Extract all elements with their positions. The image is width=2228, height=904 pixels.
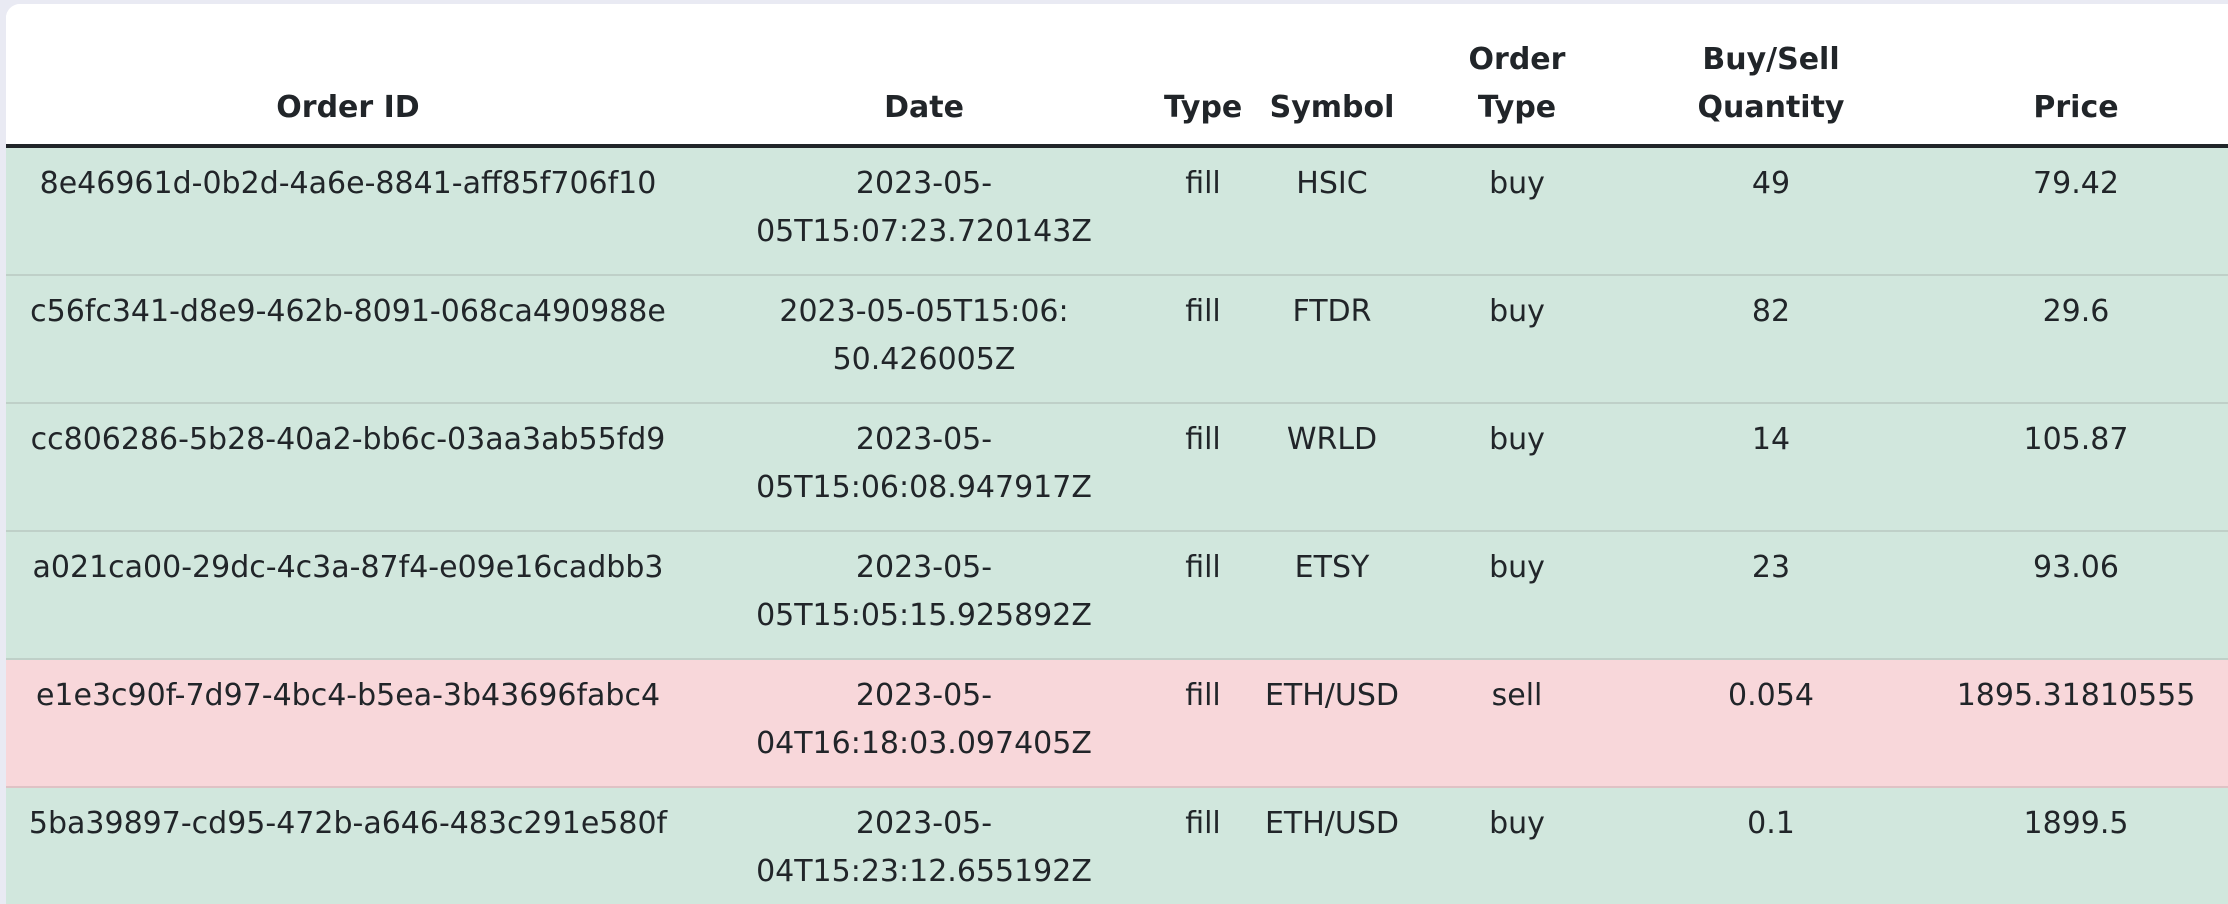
cell-type: fill	[1158, 146, 1248, 276]
cell-order-type: buy	[1416, 146, 1618, 276]
cell-order-id: c56fc341-d8e9-462b-8091-068ca490988e	[6, 275, 690, 404]
table-row[interactable]: c56fc341-d8e9-462b-8091-068ca490988e 202…	[6, 275, 2228, 404]
orders-table-head: Order ID Date Type Symbol Order Type Buy/…	[6, 4, 2228, 148]
cell-symbol: HSIC	[1248, 146, 1416, 276]
header-quantity-line2: Quantity	[1697, 90, 1845, 125]
cell-symbol: ETH/USD	[1248, 659, 1416, 788]
cell-type: fill	[1158, 787, 1248, 904]
cell-symbol: ETSY	[1248, 531, 1416, 660]
cell-order-type: buy	[1416, 275, 1618, 404]
cell-order-type: buy	[1416, 787, 1618, 904]
cell-order-type: sell	[1416, 659, 1618, 788]
cell-order-type: buy	[1416, 403, 1618, 532]
header-date[interactable]: Date	[690, 4, 1158, 148]
header-order-type-line1: Order	[1468, 42, 1566, 77]
cell-date: 2023-05-05T15:06:50.426005Z	[690, 275, 1158, 404]
orders-panel: Order ID Date Type Symbol Order Type Buy/…	[6, 4, 2228, 904]
cell-order-id: a021ca00-29dc-4c3a-87f4-e09e16cadbb3	[6, 531, 690, 660]
cell-symbol: WRLD	[1248, 403, 1416, 532]
header-order-id[interactable]: Order ID	[6, 4, 690, 148]
table-row[interactable]: 5ba39897-cd95-472b-a646-483c291e580f 202…	[6, 787, 2228, 904]
header-symbol[interactable]: Symbol	[1248, 4, 1416, 148]
cell-price: 105.87	[1924, 403, 2228, 532]
cell-date: 2023-05-05T15:05:15.925892Z	[690, 531, 1158, 660]
cell-order-type: buy	[1416, 531, 1618, 660]
header-quantity[interactable]: Buy/Sell Quantity	[1618, 4, 1924, 148]
orders-table-body: 8e46961d-0b2d-4a6e-8841-aff85f706f10 202…	[6, 146, 2228, 904]
cell-order-id: cc806286-5b28-40a2-bb6c-03aa3ab55fd9	[6, 403, 690, 532]
cell-quantity: 23	[1618, 531, 1924, 660]
header-row: Order ID Date Type Symbol Order Type Buy/…	[6, 4, 2228, 148]
cell-type: fill	[1158, 531, 1248, 660]
cell-date: 2023-05-04T16:18:03.097405Z	[690, 659, 1158, 788]
cell-order-id: 5ba39897-cd95-472b-a646-483c291e580f	[6, 787, 690, 904]
cell-date: 2023-05-05T15:07:23.720143Z	[690, 146, 1158, 276]
cell-date: 2023-05-05T15:06:08.947917Z	[690, 403, 1158, 532]
cell-price: 1899.5	[1924, 787, 2228, 904]
header-price[interactable]: Price	[1924, 4, 2228, 148]
cell-price: 79.42	[1924, 146, 2228, 276]
cell-quantity: 82	[1618, 275, 1924, 404]
table-row[interactable]: cc806286-5b28-40a2-bb6c-03aa3ab55fd9 202…	[6, 403, 2228, 532]
header-order-type[interactable]: Order Type	[1416, 4, 1618, 148]
cell-date-text: 2023-05-05T15:06:50.426005Z	[779, 294, 1069, 377]
header-type[interactable]: Type	[1158, 4, 1248, 148]
cell-quantity: 49	[1618, 146, 1924, 276]
cell-order-id: e1e3c90f-7d97-4bc4-b5ea-3b43696fabc4	[6, 659, 690, 788]
table-row[interactable]: e1e3c90f-7d97-4bc4-b5ea-3b43696fabc4 202…	[6, 659, 2228, 788]
cell-type: fill	[1158, 275, 1248, 404]
orders-table: Order ID Date Type Symbol Order Type Buy/…	[6, 4, 2228, 904]
cell-price: 29.6	[1924, 275, 2228, 404]
cell-quantity: 14	[1618, 403, 1924, 532]
cell-type: fill	[1158, 403, 1248, 532]
cell-symbol: FTDR	[1248, 275, 1416, 404]
cell-price: 93.06	[1924, 531, 2228, 660]
table-row[interactable]: a021ca00-29dc-4c3a-87f4-e09e16cadbb3 202…	[6, 531, 2228, 660]
cell-order-id: 8e46961d-0b2d-4a6e-8841-aff85f706f10	[6, 146, 690, 276]
cell-type: fill	[1158, 659, 1248, 788]
cell-quantity: 0.054	[1618, 659, 1924, 788]
table-row[interactable]: 8e46961d-0b2d-4a6e-8841-aff85f706f10 202…	[6, 146, 2228, 276]
cell-quantity: 0.1	[1618, 787, 1924, 904]
header-order-type-line2: Type	[1477, 90, 1557, 125]
cell-price: 1895.31810555	[1924, 659, 2228, 788]
header-quantity-line1: Buy/Sell	[1702, 42, 1840, 77]
cell-symbol: ETH/USD	[1248, 787, 1416, 904]
cell-date: 2023-05-04T15:23:12.655192Z	[690, 787, 1158, 904]
